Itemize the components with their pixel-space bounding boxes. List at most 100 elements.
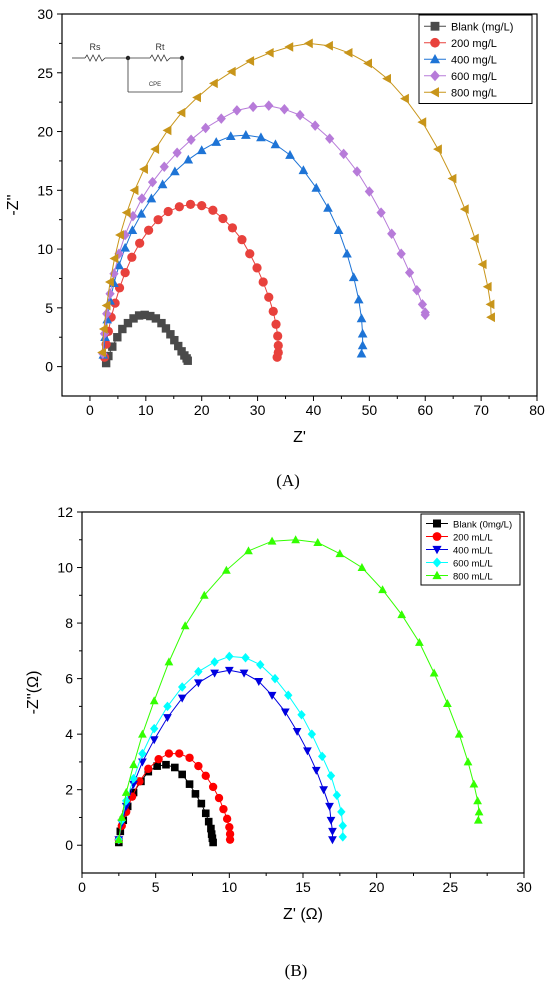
resistor-rs — [84, 54, 106, 62]
data-point — [138, 748, 147, 759]
data-point — [404, 267, 415, 278]
data-point — [105, 288, 115, 299]
data-point — [225, 823, 234, 832]
data-point — [433, 144, 442, 154]
data-point — [469, 779, 479, 788]
data-point — [364, 186, 374, 197]
panel-label-b: (B) — [285, 961, 308, 980]
data-point — [429, 668, 439, 677]
data-point — [245, 56, 255, 66]
legend-label: 400 mg/L — [451, 54, 497, 66]
data-point — [186, 134, 196, 146]
data-point — [325, 802, 334, 811]
data-point — [226, 66, 236, 77]
data-point — [214, 793, 224, 803]
plot-frame — [61, 13, 538, 397]
data-point — [297, 709, 306, 720]
data-point — [256, 659, 265, 670]
data-point — [339, 148, 349, 160]
data-point — [157, 179, 168, 189]
data-point — [135, 238, 145, 248]
data-point — [237, 235, 247, 245]
data-point — [127, 252, 137, 262]
legend-marker — [433, 519, 441, 528]
legend-label: Blank (mg/L) — [451, 21, 513, 33]
data-point — [178, 682, 187, 692]
data-point — [387, 228, 397, 240]
data-point — [252, 263, 262, 273]
data-point — [185, 199, 196, 210]
data-point — [292, 727, 302, 736]
data-point — [342, 248, 352, 258]
data-point — [264, 292, 274, 302]
data-point — [98, 324, 108, 334]
data-point — [191, 790, 200, 798]
data-point — [420, 309, 430, 321]
data-point — [486, 312, 495, 323]
data-point — [209, 838, 217, 847]
data-point — [382, 73, 392, 84]
data-point — [376, 207, 386, 218]
data-point — [208, 782, 218, 792]
x-tick-label: 25 — [443, 879, 459, 895]
data-point — [473, 796, 482, 805]
data-point — [183, 356, 192, 365]
data-point — [244, 546, 253, 555]
legend-marker — [430, 70, 440, 82]
data-point — [323, 202, 333, 212]
data-point — [163, 714, 172, 723]
x-tick-label: 5 — [152, 879, 160, 895]
x-tick-label: 20 — [194, 402, 210, 418]
data-point — [396, 248, 406, 260]
data-point — [319, 786, 328, 795]
data-point — [284, 42, 294, 52]
data-point — [166, 330, 175, 339]
circuit-inset: Rs Rt CPE — [72, 42, 185, 93]
legend-marker — [430, 37, 440, 48]
data-point — [378, 585, 387, 594]
x-tick-label: 40 — [306, 402, 322, 418]
data-point — [201, 809, 210, 818]
data-point — [174, 202, 184, 212]
data-point — [310, 120, 320, 131]
data-point — [170, 335, 179, 345]
x-tick-label: 60 — [417, 402, 433, 418]
resistor-rt — [149, 54, 171, 62]
data-point — [108, 342, 117, 351]
data-point — [332, 790, 342, 800]
legend-label: 200 mL/L — [453, 533, 493, 544]
data-point — [146, 193, 157, 203]
data-point — [284, 690, 293, 701]
x-axis-label: Z' — [293, 429, 306, 446]
inset-label-cpe: CPE — [149, 82, 161, 88]
data-point — [105, 277, 114, 287]
data-point — [207, 824, 215, 833]
data-point — [333, 225, 344, 235]
data-point — [138, 729, 147, 738]
data-point — [303, 747, 312, 756]
data-point — [295, 109, 305, 121]
data-point — [114, 260, 124, 270]
data-point — [171, 763, 179, 772]
data-point — [185, 780, 194, 788]
data-point — [204, 817, 213, 826]
data-point — [183, 154, 194, 164]
data-point — [218, 213, 228, 224]
data-point — [272, 352, 282, 362]
data-point — [129, 780, 138, 789]
data-point — [328, 827, 337, 836]
data-point — [474, 807, 484, 816]
data-point — [227, 223, 238, 233]
data-point — [172, 147, 182, 158]
chart-b: 0 5 10 15 20 25 30 0 2 4 6 8 10 12 Z' (Ω) -Z''(Ω) Blank … — [25, 504, 532, 923]
data-point — [149, 696, 159, 705]
y-tick-label: 10 — [57, 560, 73, 576]
data-point — [463, 757, 473, 766]
data-point — [159, 161, 169, 173]
data-point — [210, 657, 219, 667]
data-point — [147, 176, 158, 188]
data-point — [485, 299, 495, 310]
x-tick-label: 10 — [138, 402, 154, 418]
data-point — [270, 673, 280, 684]
series-4 — [98, 100, 430, 359]
